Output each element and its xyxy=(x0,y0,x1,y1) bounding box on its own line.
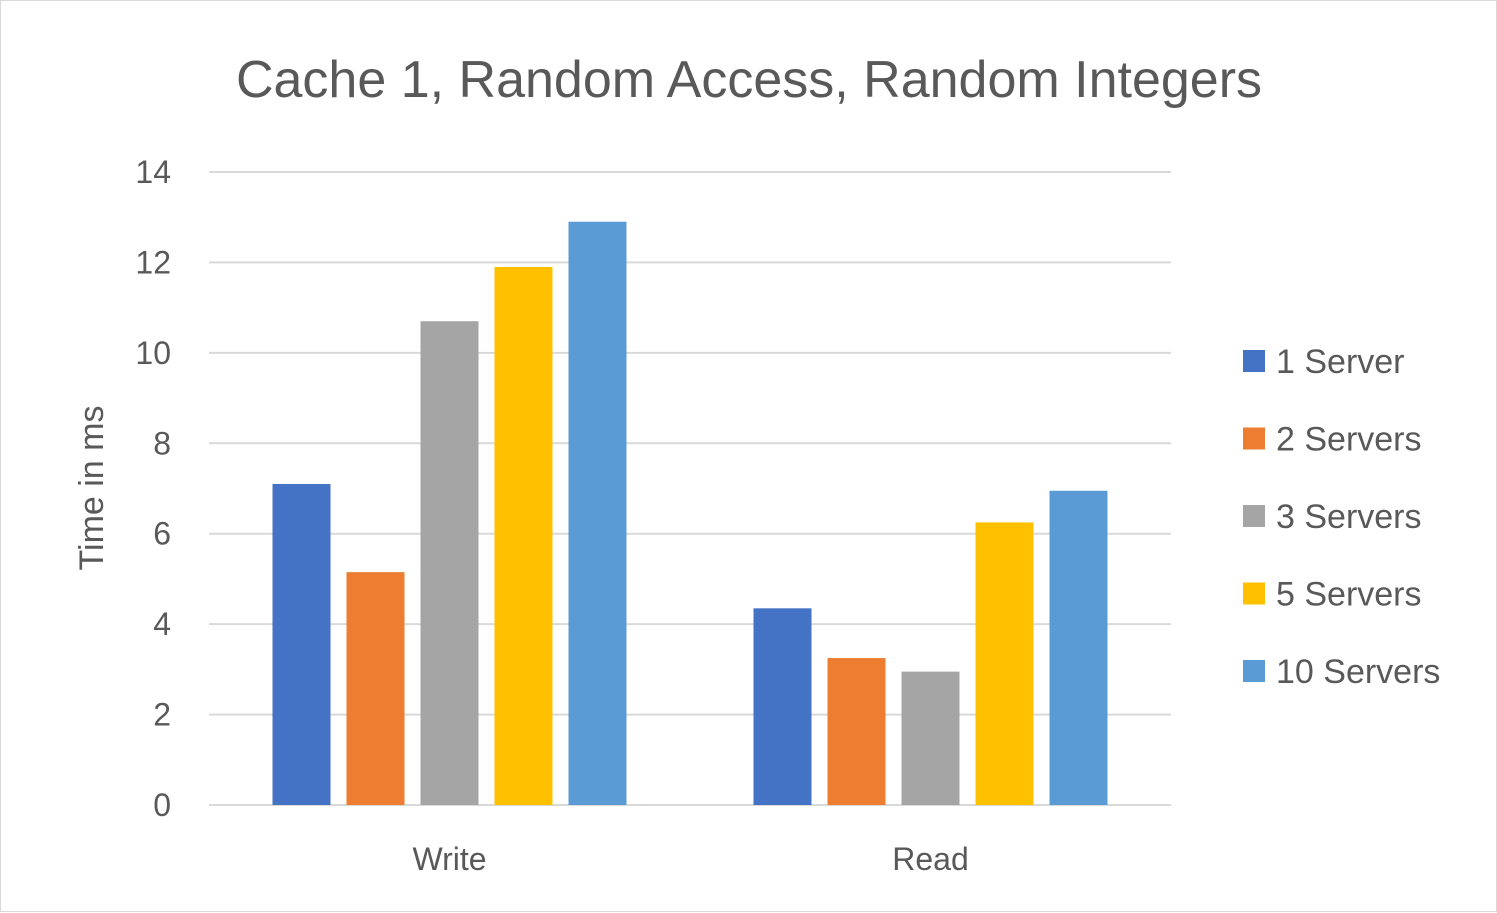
legend-label: 10 Servers xyxy=(1276,653,1440,691)
legend-swatch xyxy=(1243,350,1265,372)
bar-write-2-servers xyxy=(346,572,405,805)
bar-write-1-server xyxy=(272,483,331,805)
bar-write-3-servers xyxy=(420,321,479,805)
y-axis-label: Time in ms xyxy=(73,406,111,571)
legend-item[interactable]: 10 Servers xyxy=(1243,653,1440,691)
y-axis-ticks: 0 2 4 6 8 10 12 14 xyxy=(135,154,171,823)
bar-write-5-servers xyxy=(494,266,553,805)
y-tick-label: 4 xyxy=(153,606,171,642)
y-tick-label: 8 xyxy=(153,425,171,461)
y-tick-label: 10 xyxy=(135,335,171,371)
x-category-label: Read xyxy=(892,841,969,877)
y-tick-label: 12 xyxy=(135,244,171,280)
y-tick-label: 2 xyxy=(153,697,171,733)
legend-swatch xyxy=(1243,660,1265,682)
legend-item[interactable]: 2 Servers xyxy=(1243,421,1422,459)
legend[interactable]: 1 Server 2 Servers 3 Servers 5 Servers 10 Se… xyxy=(1243,343,1440,691)
bar-read-1-server xyxy=(753,608,812,805)
legend-item[interactable]: 5 Servers xyxy=(1243,576,1422,614)
bar-read-10-servers xyxy=(1049,490,1108,805)
legend-label: 5 Servers xyxy=(1276,576,1422,614)
y-tick-label: 14 xyxy=(135,154,171,190)
x-category-label: Write xyxy=(412,841,486,877)
bar-read-3-servers xyxy=(901,671,960,805)
legend-swatch xyxy=(1243,505,1265,527)
bar-write-10-servers xyxy=(568,221,627,805)
chart-title: Cache 1, Random Access, Random Integers xyxy=(236,51,1262,109)
legend-label: 2 Servers xyxy=(1276,421,1422,459)
legend-item[interactable]: 3 Servers xyxy=(1243,498,1422,536)
y-tick-label: 6 xyxy=(153,516,171,552)
legend-label: 1 Server xyxy=(1276,343,1405,381)
legend-label: 3 Servers xyxy=(1276,498,1422,536)
bars xyxy=(272,221,1108,805)
bar-read-2-servers xyxy=(827,658,886,805)
x-axis-categories: Write Read xyxy=(412,841,968,877)
legend-swatch xyxy=(1243,427,1265,450)
bar-read-5-servers xyxy=(975,522,1034,805)
legend-item[interactable]: 1 Server xyxy=(1243,343,1405,381)
legend-swatch xyxy=(1243,582,1265,605)
y-tick-label: 0 xyxy=(153,787,171,823)
